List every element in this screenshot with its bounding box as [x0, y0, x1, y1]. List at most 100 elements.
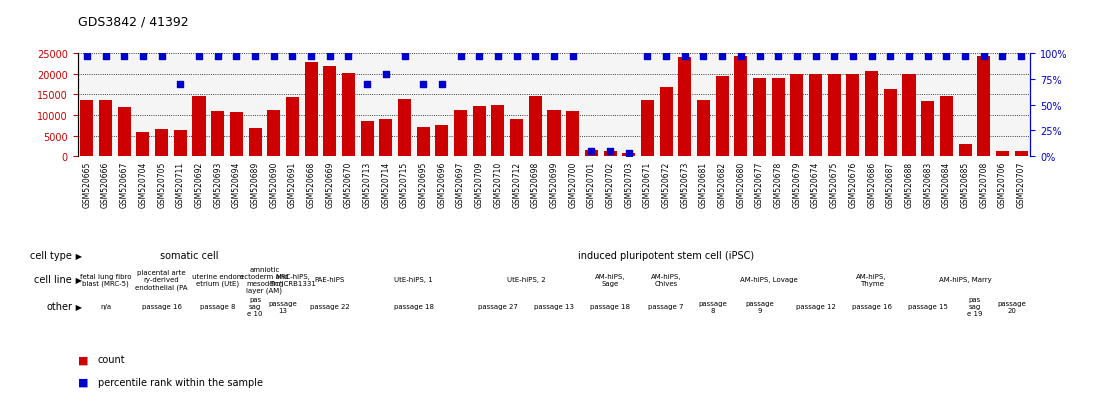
Text: GSM520671: GSM520671 [643, 161, 652, 207]
Bar [640, 101, 654, 157]
Text: GSM520668: GSM520668 [307, 161, 316, 207]
Bar [865, 71, 879, 157]
Text: GSM520685: GSM520685 [961, 161, 970, 207]
Point [994, 53, 1012, 60]
Bar [958, 145, 972, 157]
Bar [360, 121, 373, 157]
Text: UtE-hiPS, 1: UtE-hiPS, 1 [394, 277, 433, 283]
Point [937, 53, 955, 60]
Text: pas
sag
e 10: pas sag e 10 [247, 297, 263, 317]
Text: GSM520681: GSM520681 [699, 161, 708, 207]
Point [340, 53, 358, 60]
Bar [716, 77, 729, 157]
Bar [305, 63, 318, 157]
Point [78, 53, 95, 60]
Text: GSM520665: GSM520665 [82, 161, 91, 207]
Point [284, 53, 301, 60]
Text: GSM520693: GSM520693 [213, 161, 223, 207]
Text: passage
9: passage 9 [746, 300, 773, 313]
Bar [659, 88, 673, 157]
Point [882, 53, 900, 60]
Bar [248, 128, 261, 157]
Bar [267, 110, 280, 157]
Text: AM-hiPS,
Chives: AM-hiPS, Chives [650, 273, 681, 286]
Point [489, 53, 506, 60]
Point [619, 150, 637, 157]
Bar [136, 133, 150, 157]
Text: fetal lung fibro
blast (MRC-5): fetal lung fibro blast (MRC-5) [80, 273, 132, 287]
Bar [155, 130, 168, 157]
Point [414, 81, 432, 88]
Point [358, 81, 376, 88]
Text: GSM520669: GSM520669 [326, 161, 335, 207]
Text: somatic cell: somatic cell [161, 251, 219, 261]
Text: GSM520701: GSM520701 [587, 161, 596, 207]
Bar [623, 154, 635, 157]
Text: AM-hiPS,
Thyme: AM-hiPS, Thyme [856, 273, 886, 286]
Text: GSM520666: GSM520666 [101, 161, 110, 207]
Text: passage 18: passage 18 [393, 304, 434, 310]
Bar [884, 90, 896, 157]
Text: GSM520682: GSM520682 [718, 161, 727, 207]
Text: n/a: n/a [100, 304, 111, 310]
Bar [753, 79, 766, 157]
Bar [697, 101, 710, 157]
Text: AM-hiPS,
Sage: AM-hiPS, Sage [595, 273, 625, 286]
Text: count: count [98, 354, 125, 364]
Point [153, 53, 171, 60]
Point [115, 53, 133, 60]
Text: AM-hiPS, Lovage: AM-hiPS, Lovage [740, 277, 798, 283]
Text: GSM520710: GSM520710 [493, 161, 502, 207]
Text: GSM520706: GSM520706 [998, 161, 1007, 207]
Text: other: other [47, 301, 72, 312]
Text: cell type: cell type [30, 251, 72, 261]
Point [583, 149, 601, 155]
Point [433, 81, 451, 88]
Point [191, 53, 208, 60]
Text: passage 18: passage 18 [591, 304, 630, 310]
Point [900, 53, 917, 60]
Point [246, 53, 264, 60]
Point [695, 53, 712, 60]
Text: GSM520687: GSM520687 [885, 161, 895, 207]
Bar [735, 57, 748, 157]
Point [956, 53, 974, 60]
Point [825, 53, 843, 60]
Point [714, 53, 731, 60]
Bar [585, 151, 598, 157]
Point [769, 53, 787, 60]
Text: GSM520705: GSM520705 [157, 161, 166, 207]
Text: GSM520689: GSM520689 [250, 161, 259, 207]
Bar [286, 98, 299, 157]
Text: GSM520674: GSM520674 [811, 161, 820, 207]
Bar [566, 112, 579, 157]
Point [788, 53, 806, 60]
Point [638, 53, 656, 60]
Text: GSM520708: GSM520708 [979, 161, 988, 207]
Bar [847, 75, 860, 157]
Text: placental arte
ry-derived
endothelial (PA: placental arte ry-derived endothelial (P… [135, 270, 188, 290]
Text: GSM520712: GSM520712 [512, 161, 521, 207]
Text: PAE-hiPS: PAE-hiPS [315, 277, 345, 283]
Text: percentile rank within the sample: percentile rank within the sample [98, 377, 263, 387]
Bar [604, 152, 616, 157]
Point [396, 53, 413, 60]
Text: induced pluripotent stem cell (iPSC): induced pluripotent stem cell (iPSC) [578, 251, 755, 261]
Point [227, 53, 245, 60]
Point [507, 53, 525, 60]
Bar [809, 75, 822, 157]
Point [302, 53, 320, 60]
Text: GSM520686: GSM520686 [868, 161, 876, 207]
Text: ▶: ▶ [73, 275, 82, 284]
Text: GSM520691: GSM520691 [288, 161, 297, 207]
Bar [473, 107, 485, 157]
Text: GSM520684: GSM520684 [942, 161, 951, 207]
Bar [529, 97, 542, 157]
Text: GSM520692: GSM520692 [195, 161, 204, 207]
Text: GSM520690: GSM520690 [269, 161, 278, 207]
Text: passage
13: passage 13 [269, 300, 297, 313]
Text: passage 13: passage 13 [534, 304, 574, 310]
Point [564, 53, 582, 60]
Text: GSM520688: GSM520688 [904, 161, 913, 207]
Text: passage 27: passage 27 [478, 304, 517, 310]
